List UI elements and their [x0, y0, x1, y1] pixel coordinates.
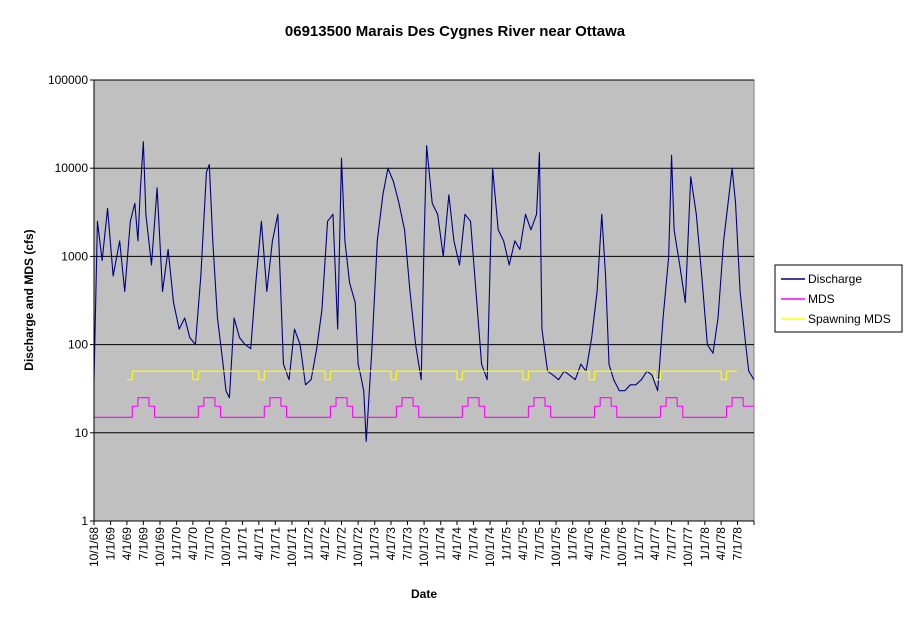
x-tick-label: 7/1/71 — [268, 527, 282, 561]
x-tick-label: 4/1/71 — [252, 527, 266, 561]
x-tick-label: 10/1/70 — [219, 527, 233, 567]
mds-series-line — [94, 397, 754, 418]
plot-area — [93, 79, 755, 522]
legend-label: Spawning MDS — [808, 312, 891, 326]
x-tick-label: 1/1/72 — [302, 527, 316, 561]
x-tick-label: 4/1/77 — [648, 527, 662, 561]
x-tick-label: 4/1/69 — [120, 527, 134, 561]
x-tick-labels: 10/1/68 1/1/69 4/1/69 7/1/69 10/1/69 1/1/70 4/… — [87, 527, 745, 567]
x-tick-label: 1/1/71 — [236, 527, 250, 561]
x-tick-label: 7/1/72 — [334, 527, 348, 561]
y-tick-label: 1000 — [61, 249, 88, 263]
x-tick-label: 7/1/76 — [599, 527, 613, 561]
x-tick-label: 4/1/70 — [186, 527, 200, 561]
legend-label: Discharge — [808, 272, 862, 286]
x-tick-label: 7/1/70 — [202, 527, 216, 561]
x-tick-label: 1/1/69 — [104, 527, 118, 561]
y-tick-label: 100000 — [48, 73, 88, 87]
x-tick-label: 1/1/78 — [698, 527, 712, 561]
y-axis-title: Discharge and MDS (cfs) — [22, 229, 36, 370]
x-tick-label: 10/1/74 — [483, 527, 497, 567]
x-tick-label: 4/1/73 — [384, 527, 398, 561]
y-tick-label: 10 — [75, 426, 89, 440]
x-tick-label: 10/1/69 — [153, 527, 167, 567]
y-tick-label: 100 — [68, 338, 88, 352]
x-tick-label: 4/1/75 — [516, 527, 530, 561]
x-tick-label: 1/1/77 — [632, 527, 646, 561]
x-tick-label: 7/1/78 — [731, 527, 745, 561]
x-tick-label: 7/1/75 — [532, 527, 546, 561]
x-tick-label: 10/1/75 — [549, 527, 563, 567]
x-tick-label: 7/1/77 — [665, 527, 679, 561]
x-tick-label: 10/1/72 — [351, 527, 365, 567]
chart-title: 06913500 Marais Des Cygnes River near Ot… — [285, 23, 626, 40]
x-tick-label: 4/1/74 — [450, 527, 464, 561]
x-tick-label: 4/1/76 — [582, 527, 596, 561]
spawning-mds-series-line — [126, 370, 738, 381]
x-tick-label: 7/1/73 — [400, 527, 414, 561]
y-tick-labels: 1 10 100 1000 10000 100000 — [48, 73, 88, 528]
x-tick-label: 1/1/76 — [566, 527, 580, 561]
x-tick-label: 10/1/68 — [87, 527, 101, 567]
axes — [90, 79, 755, 525]
x-tick-label: 7/1/69 — [136, 527, 150, 561]
x-tick-label: 7/1/74 — [466, 527, 480, 561]
x-tick-label: 1/1/70 — [170, 527, 184, 561]
series-layer — [93, 141, 755, 442]
legend: Discharge MDS Spawning MDS — [774, 264, 903, 333]
y-tick-label: 10000 — [55, 161, 89, 175]
x-tick-label: 10/1/76 — [615, 527, 629, 567]
legend-label: MDS — [808, 292, 835, 306]
x-tick-label: 1/1/75 — [500, 527, 514, 561]
x-tick-label: 10/1/71 — [285, 527, 299, 567]
x-tick-label: 4/1/72 — [318, 527, 332, 561]
y-tick-label: 1 — [81, 514, 88, 528]
x-tick-label: 1/1/73 — [368, 527, 382, 561]
x-tick-label: 10/1/73 — [417, 527, 431, 567]
discharge-series-line — [93, 141, 755, 442]
x-axis-title: Date — [411, 587, 437, 601]
x-tick-label: 4/1/78 — [714, 527, 728, 561]
x-tick-label: 10/1/77 — [681, 527, 695, 567]
x-tick-label: 1/1/74 — [434, 527, 448, 561]
